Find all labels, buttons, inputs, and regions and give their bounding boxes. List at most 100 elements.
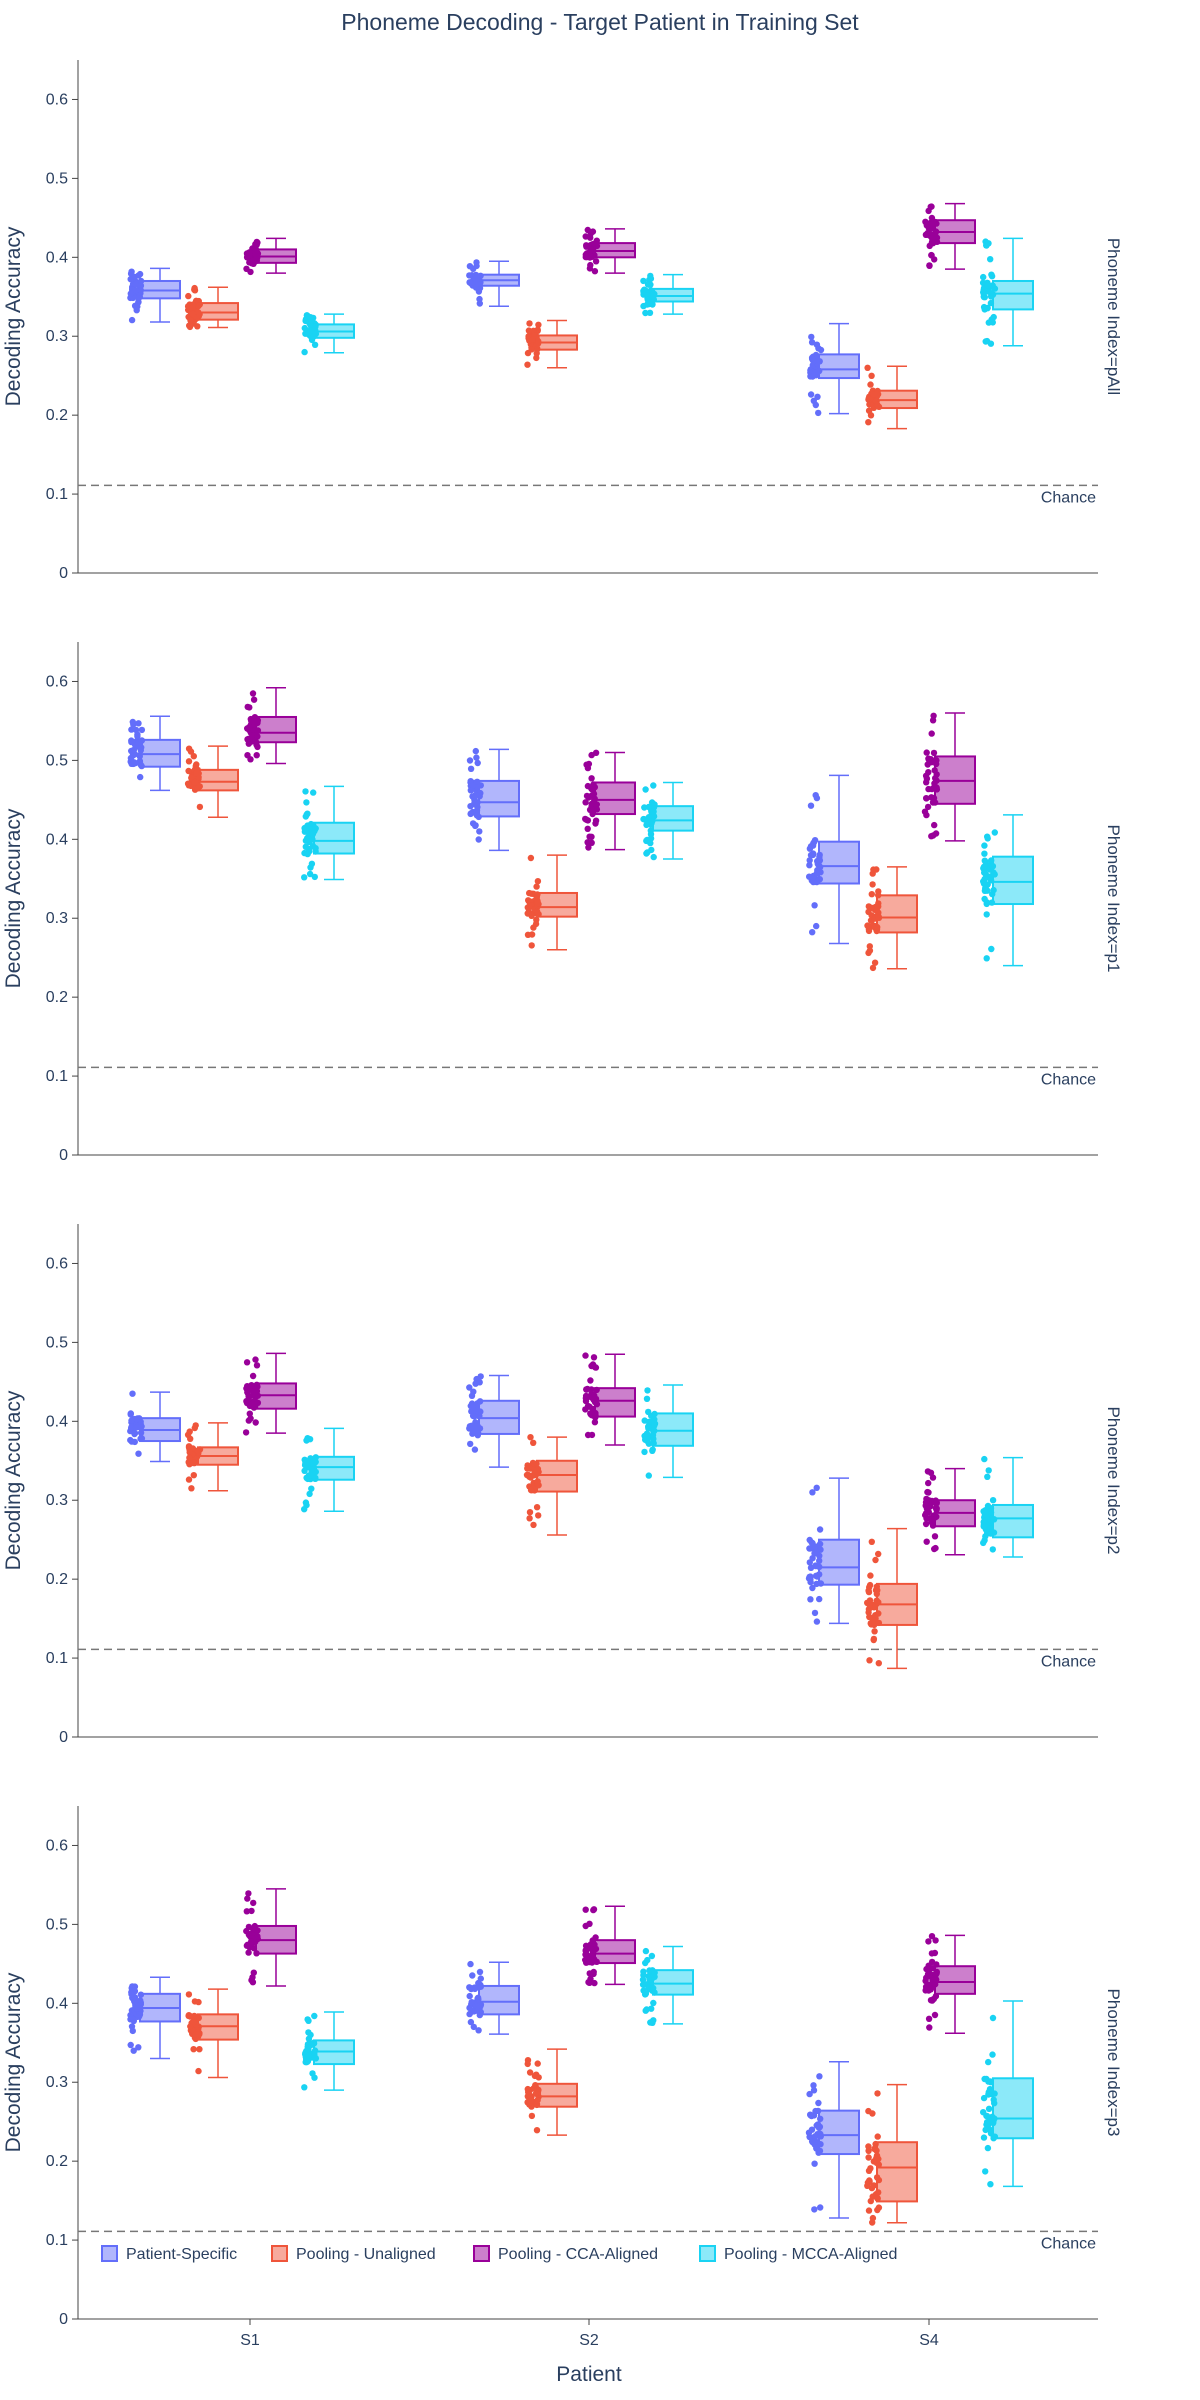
data-point — [469, 1412, 477, 1420]
data-point — [185, 292, 192, 300]
data-point — [812, 1562, 819, 1570]
data-point — [926, 262, 933, 269]
data-point — [584, 782, 592, 790]
y-tick-label: 0 — [59, 1729, 68, 1746]
data-point — [469, 782, 477, 789]
data-point — [929, 1474, 937, 1481]
data-point — [584, 226, 591, 234]
iqr-box — [478, 1984, 520, 2016]
y-tick-label: 0.3 — [46, 2074, 68, 2091]
y-tick-label: 0.1 — [46, 2232, 68, 2249]
data-point — [809, 929, 816, 936]
chance-label: Chance — [1041, 1071, 1096, 1088]
y-tick-label: 0.5 — [46, 170, 68, 187]
data-point — [535, 1512, 542, 1519]
data-point — [980, 2094, 988, 2102]
data-point — [131, 302, 139, 309]
data-point — [527, 2097, 535, 2104]
data-point — [469, 1972, 476, 1979]
data-point — [643, 821, 650, 829]
data-point — [810, 357, 817, 365]
data-point — [307, 820, 315, 828]
data-point — [981, 895, 988, 903]
data-point — [642, 309, 649, 317]
data-point — [645, 1408, 652, 1416]
iqr-box — [255, 715, 297, 744]
data-point — [991, 829, 998, 836]
data-point — [807, 391, 815, 398]
data-point — [530, 327, 537, 334]
data-point — [534, 878, 542, 885]
data-point — [811, 369, 819, 377]
iqr-box — [197, 302, 239, 321]
data-point — [816, 1526, 824, 1533]
data-point — [815, 2099, 822, 2107]
data-point — [874, 2133, 881, 2140]
box-plot — [301, 1427, 355, 1513]
data-point — [927, 203, 934, 210]
data-point — [988, 273, 996, 280]
data-point — [470, 1388, 477, 1395]
data-point — [528, 942, 535, 949]
data-point — [809, 1584, 816, 1592]
data-point — [248, 1907, 255, 1915]
data-point — [582, 1352, 589, 1359]
data-point — [582, 799, 589, 806]
data-point — [643, 2006, 650, 2013]
data-point — [530, 924, 537, 931]
y-tick-label: 0.6 — [46, 91, 68, 108]
data-point — [244, 736, 251, 743]
data-point — [587, 234, 594, 241]
data-point — [925, 1489, 932, 1496]
data-point — [530, 1439, 537, 1447]
data-point — [642, 786, 649, 793]
data-point — [528, 912, 535, 919]
data-point — [189, 310, 196, 318]
data-point — [246, 1410, 253, 1417]
data-point — [981, 842, 988, 849]
box-plot — [922, 202, 976, 270]
data-point — [808, 333, 815, 341]
data-point — [304, 2016, 311, 2023]
data-point — [984, 1502, 992, 1510]
data-point — [244, 752, 251, 759]
data-point — [527, 854, 535, 862]
data-point — [527, 1434, 534, 1441]
iqr-box — [818, 2109, 860, 2156]
data-point — [650, 782, 657, 789]
x-axis: S1 S2 S4 — [240, 2319, 939, 2349]
data-point — [134, 733, 141, 740]
data-point — [191, 284, 198, 292]
data-point — [592, 817, 600, 824]
data-point — [865, 2207, 873, 2214]
data-point — [472, 791, 479, 799]
data-point — [187, 748, 195, 755]
data-point — [987, 340, 995, 347]
legend-swatch — [473, 2245, 490, 2262]
x-axis-title: Patient — [556, 2363, 622, 2386]
box-plot — [524, 2048, 578, 2136]
data-point — [982, 338, 989, 345]
data-point — [584, 764, 592, 772]
data-point — [190, 1472, 197, 1479]
data-point — [869, 2219, 876, 2226]
data-point — [134, 1416, 141, 1423]
data-point — [987, 256, 994, 263]
data-point — [812, 1548, 819, 1556]
data-point — [524, 349, 532, 357]
data-point — [245, 1417, 252, 1424]
box-plot — [524, 319, 578, 369]
box-plot — [922, 1467, 976, 1556]
data-point — [190, 2046, 197, 2053]
data-point — [128, 1417, 135, 1424]
data-point — [812, 401, 819, 409]
data-point — [646, 309, 654, 316]
data-point — [866, 1602, 873, 1609]
facet-panel: 0 0.1 0.2 0.3 0.4 0.5 0.6 Decoding Accuracy Phon… — [2, 1806, 1123, 2328]
data-point — [813, 1618, 821, 1625]
box-plot — [582, 749, 636, 851]
legend-item: Patient-Specific — [101, 2245, 237, 2263]
box-plot — [979, 237, 1034, 347]
data-point — [810, 878, 817, 886]
